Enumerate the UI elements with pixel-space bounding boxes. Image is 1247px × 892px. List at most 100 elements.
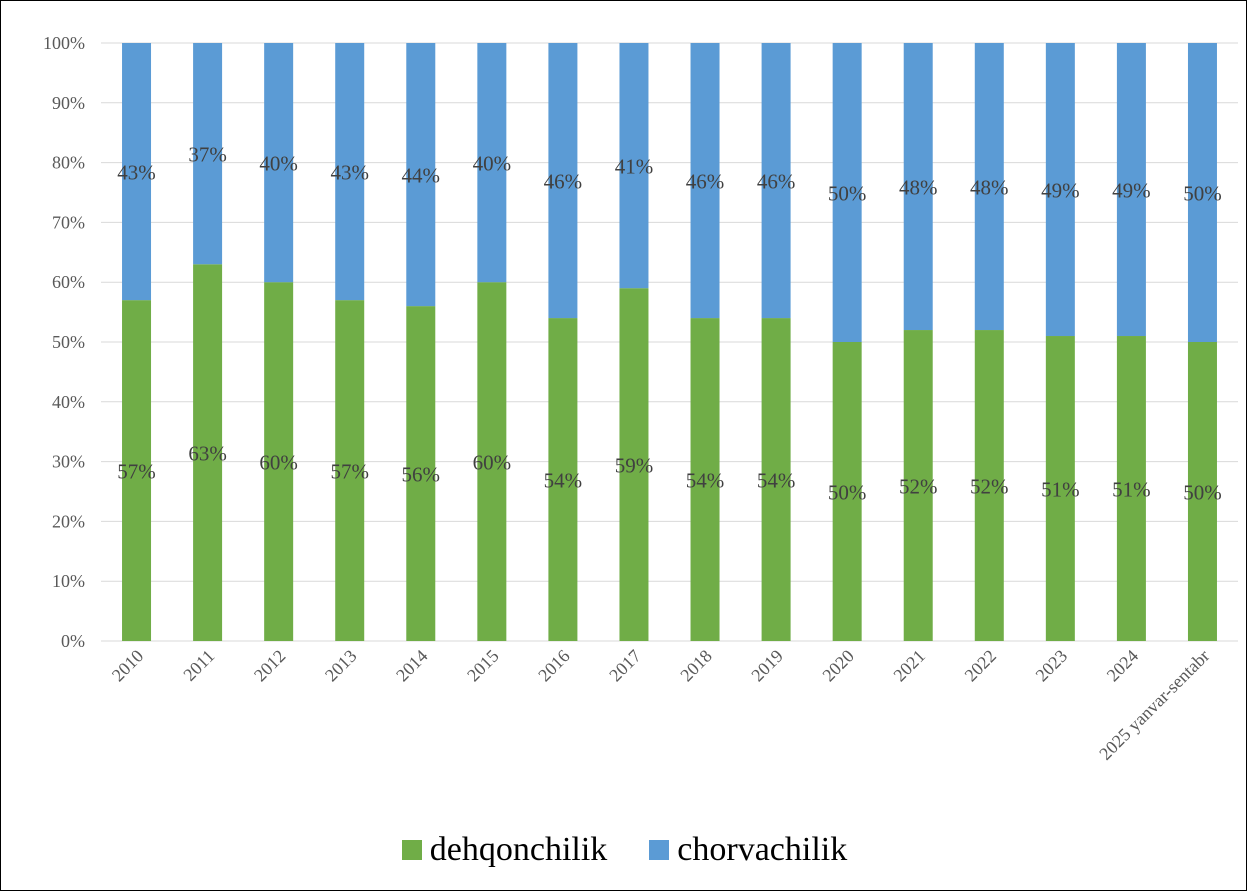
bar-chorvachilik bbox=[548, 43, 578, 319]
legend-label-chorvachilik: chorvachilik bbox=[677, 831, 848, 868]
bar-chorvachilik bbox=[619, 43, 649, 289]
y-tick-label: 30% bbox=[52, 452, 85, 472]
data-label-dehqonchilik: 59% bbox=[615, 454, 654, 478]
data-label-dehqonchilik: 60% bbox=[473, 451, 512, 475]
x-tick-label: 2024 bbox=[1103, 646, 1143, 686]
x-tick-label: 2022 bbox=[961, 646, 1001, 686]
x-tick-label: 2017 bbox=[605, 646, 645, 686]
y-axis-ticks: 0% 10% 20% 30% 40% 50% 60% 70% 80% 90% 100% bbox=[43, 33, 85, 651]
bar-dehqonchilik bbox=[761, 318, 791, 641]
x-tick-label: 2021 bbox=[889, 646, 929, 686]
bar-chorvachilik bbox=[477, 43, 507, 283]
y-tick-label: 90% bbox=[52, 93, 85, 113]
y-tick-label: 80% bbox=[52, 153, 85, 173]
x-tick-label: 2015 bbox=[463, 646, 503, 686]
bar-dehqonchilik bbox=[193, 264, 223, 641]
data-labels: 57% 43% 63% 37% 60% 40% 57% 43% 56% 44% 60% 40% 54% 4… bbox=[117, 143, 1221, 505]
bar-chorvachilik bbox=[1116, 43, 1146, 337]
bar-chorvachilik bbox=[122, 43, 152, 301]
bar-dehqonchilik bbox=[1045, 336, 1075, 641]
data-label-chorvachilik: 48% bbox=[899, 176, 938, 200]
legend-swatch-dehqonchilik bbox=[401, 840, 422, 860]
legend-swatch-chorvachilik bbox=[649, 840, 670, 860]
y-tick-label: 70% bbox=[52, 212, 85, 232]
bar-dehqonchilik bbox=[264, 282, 294, 641]
data-label-chorvachilik: 44% bbox=[402, 164, 441, 188]
data-label-chorvachilik: 43% bbox=[330, 161, 369, 185]
data-label-dehqonchilik: 63% bbox=[188, 442, 227, 466]
x-tick-label: 2013 bbox=[321, 646, 361, 686]
data-label-chorvachilik: 41% bbox=[615, 155, 654, 179]
data-label-dehqonchilik: 56% bbox=[402, 463, 441, 487]
x-tick-label: 2023 bbox=[1032, 646, 1072, 686]
data-label-dehqonchilik: 54% bbox=[686, 469, 725, 493]
bar-dehqonchilik bbox=[406, 306, 436, 641]
x-tick-label: 2020 bbox=[818, 646, 858, 686]
bar-dehqonchilik bbox=[1187, 342, 1217, 641]
legend-item-chorvachilik: chorvachilik bbox=[649, 831, 847, 869]
y-tick-label: 60% bbox=[52, 272, 85, 292]
bar-dehqonchilik bbox=[832, 342, 862, 641]
bar-dehqonchilik bbox=[974, 330, 1004, 641]
data-label-dehqonchilik: 51% bbox=[1112, 478, 1151, 502]
data-label-chorvachilik: 40% bbox=[473, 152, 512, 176]
x-tick-label: 2010 bbox=[108, 646, 148, 686]
data-label-dehqonchilik: 54% bbox=[757, 469, 796, 493]
x-tick-label: 2019 bbox=[747, 646, 787, 686]
data-label-chorvachilik: 46% bbox=[757, 170, 796, 194]
bar-chorvachilik bbox=[903, 43, 933, 331]
data-label-chorvachilik: 49% bbox=[1041, 179, 1080, 203]
data-label-dehqonchilik: 60% bbox=[259, 451, 298, 475]
bar-chorvachilik bbox=[974, 43, 1004, 331]
y-tick-label: 40% bbox=[52, 392, 85, 412]
data-label-dehqonchilik: 57% bbox=[330, 460, 369, 484]
data-label-chorvachilik: 46% bbox=[544, 170, 583, 194]
bar-dehqonchilik bbox=[335, 300, 365, 641]
data-label-chorvachilik: 43% bbox=[117, 161, 156, 185]
legend: dehqonchilik chorvachilik bbox=[1, 831, 1247, 869]
data-label-dehqonchilik: 51% bbox=[1041, 478, 1080, 502]
bar-chorvachilik bbox=[832, 43, 862, 342]
data-label-chorvachilik: 46% bbox=[686, 170, 725, 194]
y-tick-label: 100% bbox=[43, 33, 85, 53]
y-tick-label: 50% bbox=[52, 332, 85, 352]
bar-chorvachilik bbox=[193, 43, 223, 265]
bar-chorvachilik bbox=[690, 43, 720, 319]
data-label-chorvachilik: 49% bbox=[1112, 179, 1151, 203]
bar-dehqonchilik bbox=[690, 318, 720, 641]
data-label-dehqonchilik: 52% bbox=[899, 475, 938, 499]
bar-dehqonchilik bbox=[903, 330, 933, 641]
legend-label-dehqonchilik: dehqonchilik bbox=[429, 831, 608, 868]
data-label-dehqonchilik: 50% bbox=[1183, 481, 1222, 505]
y-tick-label: 20% bbox=[52, 511, 85, 531]
data-label-chorvachilik: 50% bbox=[828, 182, 867, 206]
x-tick-label: 2012 bbox=[250, 646, 290, 686]
bars bbox=[122, 43, 1217, 641]
data-label-dehqonchilik: 57% bbox=[117, 460, 156, 484]
data-label-chorvachilik: 37% bbox=[188, 143, 227, 167]
y-tick-label: 10% bbox=[52, 571, 85, 591]
bar-chorvachilik bbox=[335, 43, 365, 301]
x-tick-label: 2011 bbox=[179, 646, 218, 685]
data-label-chorvachilik: 40% bbox=[259, 152, 298, 176]
bar-chorvachilik bbox=[264, 43, 294, 283]
bar-chorvachilik bbox=[406, 43, 436, 307]
bar-dehqonchilik bbox=[619, 288, 649, 641]
x-tick-label: 2016 bbox=[534, 646, 574, 686]
x-tick-label: 2018 bbox=[676, 646, 716, 686]
data-label-chorvachilik: 50% bbox=[1183, 182, 1222, 206]
data-label-chorvachilik: 48% bbox=[970, 176, 1009, 200]
bar-chorvachilik bbox=[1045, 43, 1075, 337]
bar-dehqonchilik bbox=[548, 318, 578, 641]
bar-chorvachilik bbox=[1187, 43, 1217, 342]
data-label-dehqonchilik: 50% bbox=[828, 481, 867, 505]
bar-dehqonchilik bbox=[122, 300, 152, 641]
legend-item-dehqonchilik: dehqonchilik bbox=[401, 831, 608, 869]
bar-chorvachilik bbox=[761, 43, 791, 319]
bar-dehqonchilik bbox=[477, 282, 507, 641]
data-label-dehqonchilik: 52% bbox=[970, 475, 1009, 499]
y-tick-label: 0% bbox=[61, 631, 85, 651]
x-axis-ticks: 2010 2011 2012 2013 2014 2015 2016 2017 2018 2019… bbox=[108, 646, 1214, 764]
